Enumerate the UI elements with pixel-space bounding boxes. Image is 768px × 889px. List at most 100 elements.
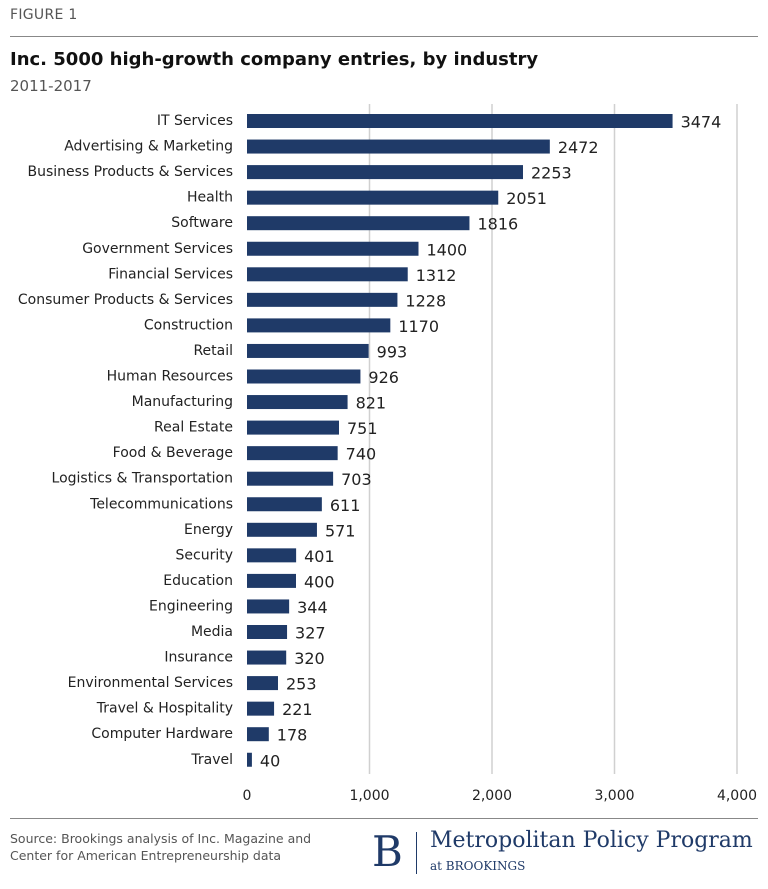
value-labels: 3474 2472 2253 2051 1816 1400 1312 1228 1170 993 9… (260, 113, 721, 771)
value-label-18: 400 (304, 572, 335, 591)
source-line-2: Center for American Entrepreneurship dat… (10, 848, 282, 863)
bar-23 (247, 701, 275, 716)
value-label-20: 327 (295, 624, 326, 643)
category-label-15: Telecommunications (89, 496, 233, 512)
bar-3 (247, 190, 499, 205)
category-label-10: Human Resources (107, 369, 233, 385)
value-label-16: 571 (325, 521, 356, 540)
bar-9 (247, 343, 369, 358)
value-label-25: 40 (260, 751, 280, 770)
logo-sub: at BROOKINGS (430, 859, 526, 873)
category-label-14: Logistics & Transportation (52, 471, 233, 487)
category-label-21: Insurance (164, 650, 233, 666)
bar-0 (247, 114, 673, 128)
category-label-25: Travel (190, 752, 233, 768)
value-label-14: 703 (341, 470, 372, 489)
value-label-1: 2472 (558, 138, 599, 157)
category-label-13: Food & Beverage (113, 445, 233, 461)
bar-14 (247, 471, 334, 486)
category-label-6: Financial Services (108, 266, 233, 282)
value-label-22: 253 (286, 675, 317, 694)
bar-7 (247, 292, 398, 307)
category-label-12: Real Estate (154, 420, 233, 436)
bar-8 (247, 318, 391, 333)
bar-5 (247, 241, 419, 256)
x-tick-label-0: 0 (243, 788, 252, 804)
value-label-5: 1400 (427, 240, 468, 259)
source-note: Source: Brookings analysis of Inc. Magaz… (10, 830, 340, 864)
bar-20 (247, 625, 288, 639)
bar-17 (247, 548, 297, 563)
value-label-6: 1312 (416, 266, 457, 285)
x-axis-ticks: 0 1,000 2,000 3,000 4,000 (243, 788, 758, 804)
bars (247, 114, 673, 767)
bar-24 (247, 727, 269, 742)
value-label-17: 401 (304, 547, 335, 566)
bar-25 (247, 752, 252, 767)
category-label-8: Construction (144, 317, 233, 333)
bar-22 (247, 676, 278, 691)
value-label-24: 178 (277, 726, 308, 745)
value-label-15: 611 (330, 496, 361, 515)
bar-18 (247, 573, 296, 588)
bottom-divider (10, 818, 758, 819)
category-label-2: Business Products & Services (28, 164, 234, 180)
category-label-1: Advertising & Marketing (64, 139, 233, 155)
value-label-0: 3474 (681, 113, 722, 132)
value-label-21: 320 (294, 649, 325, 668)
bar-11 (247, 395, 348, 410)
x-tick-label-3000: 3,000 (594, 788, 634, 804)
bar-6 (247, 267, 408, 282)
value-label-19: 344 (297, 598, 328, 617)
category-label-24: Computer Hardware (91, 726, 233, 742)
category-label-22: Environmental Services (68, 675, 233, 691)
value-label-9: 993 (377, 342, 408, 361)
logo-mark: B (372, 827, 403, 876)
category-label-9: Retail (193, 343, 233, 359)
bar-21 (247, 650, 287, 665)
value-label-2: 2253 (531, 164, 572, 183)
x-tick-label-4000: 4,000 (717, 788, 757, 804)
category-label-18: Education (163, 573, 233, 589)
category-label-7: Consumer Products & Services (18, 292, 233, 308)
value-label-3: 2051 (506, 189, 547, 208)
chart-subtitle: 2011-2017 (10, 77, 92, 95)
bar-13 (247, 446, 338, 461)
figure-label: FIGURE 1 (10, 7, 78, 23)
category-label-19: Engineering (149, 598, 233, 614)
value-label-10: 926 (368, 368, 399, 387)
bar-chart: IT Services Advertising & Marketing Busine… (18, 104, 758, 804)
bar-10 (247, 369, 361, 384)
logo-name: Metropolitan Policy Program (430, 828, 753, 853)
chart-title: Inc. 5000 high-growth company entries, b… (10, 49, 539, 70)
bar-4 (247, 216, 470, 231)
category-label-23: Travel & Hospitality (96, 701, 233, 717)
value-label-4: 1816 (477, 215, 518, 234)
category-label-17: Security (176, 547, 234, 563)
value-label-12: 751 (347, 419, 378, 438)
category-label-0: IT Services (157, 113, 233, 129)
value-label-7: 1228 (405, 291, 446, 310)
bar-16 (247, 522, 317, 537)
category-labels: IT Services Advertising & Marketing Busine… (18, 113, 233, 768)
value-label-11: 821 (356, 394, 387, 413)
value-label-23: 221 (282, 700, 313, 719)
category-label-16: Energy (184, 522, 233, 538)
value-label-13: 740 (346, 445, 377, 464)
bar-19 (247, 599, 290, 614)
x-tick-label-2000: 2,000 (472, 788, 512, 804)
category-label-4: Software (171, 215, 233, 231)
brookings-logo: B Metropolitan Policy Program at BROOKIN… (372, 828, 762, 880)
bar-12 (247, 420, 339, 435)
bar-15 (247, 497, 322, 512)
logo-divider (416, 832, 417, 874)
gridlines (368, 104, 738, 774)
category-label-11: Manufacturing (132, 394, 233, 410)
top-divider (10, 36, 758, 37)
source-line-1: Source: Brookings analysis of Inc. Magaz… (10, 831, 312, 846)
category-label-3: Health (187, 190, 233, 206)
value-label-8: 1170 (398, 317, 439, 336)
category-label-20: Media (191, 624, 233, 640)
bar-1 (247, 139, 550, 154)
x-tick-label-1000: 1,000 (349, 788, 389, 804)
